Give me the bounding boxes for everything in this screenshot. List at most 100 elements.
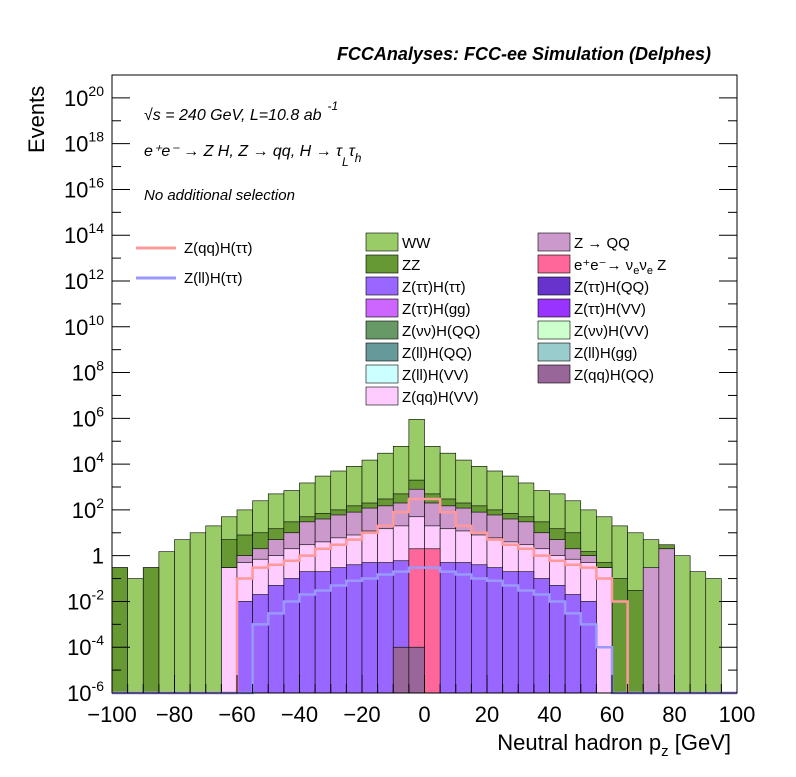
bar [705, 578, 722, 694]
legend-swatch [365, 342, 399, 362]
bar [346, 564, 363, 694]
y-tick-label: 1010 [64, 312, 104, 340]
x-tick-label: 60 [600, 702, 624, 727]
bar [689, 571, 707, 694]
legend-label: Z(ll)H(VV) [402, 367, 469, 384]
bar [424, 548, 441, 694]
bar [596, 567, 613, 694]
x-tick-label: −80 [156, 702, 193, 727]
legend-swatch [365, 386, 399, 406]
bar [392, 646, 410, 694]
y-tick-label: 10-2 [67, 586, 104, 614]
legend-swatch [537, 254, 571, 274]
bar [236, 601, 253, 694]
legend-label: Z(ττ)H(QQ) [574, 279, 649, 296]
legend-label: Z → QQ [574, 235, 630, 252]
x-tick-label: 100 [719, 702, 756, 727]
y-tick-label: 104 [72, 449, 104, 477]
legend-label: ZZ [402, 257, 420, 274]
bar [564, 594, 582, 694]
bar [205, 525, 222, 694]
legend-label: Z(qq)H(QQ) [574, 367, 654, 384]
legend-swatch [365, 232, 399, 252]
process-annotation: e⁺e⁻ → Z H, Z → qq, H → τLτh [144, 143, 362, 169]
bar [580, 601, 597, 694]
y-tick-label: 1018 [64, 129, 104, 157]
y-tick-label: 1016 [64, 174, 104, 202]
bar [221, 567, 238, 694]
y-tick-label: 108 [72, 358, 104, 386]
y-tick-label: 1 [92, 544, 104, 569]
selection-annotation: No additional selection [144, 187, 295, 204]
x-tick-label: −100 [87, 702, 137, 727]
x-tick-label: 80 [662, 702, 686, 727]
bar [439, 562, 457, 694]
bar [611, 578, 628, 694]
legend-label: Z(ττ)H(VV) [574, 301, 646, 318]
legend-label: Z(ll)H(gg) [574, 345, 637, 362]
bar [471, 564, 488, 694]
bar [158, 551, 175, 694]
bar [299, 571, 316, 694]
bar [142, 567, 160, 694]
x-axis-label: Neutral hadron pz [GeV] [497, 730, 731, 760]
bar [174, 539, 191, 694]
legend-swatch [537, 298, 571, 318]
y-tick-label: 102 [72, 495, 104, 523]
bar [283, 578, 300, 694]
bar [408, 646, 425, 694]
legend-label: Z(ττ)H(ττ) [402, 279, 466, 296]
x-tick-label: −40 [281, 702, 318, 727]
y-tick-label: 1012 [64, 266, 104, 294]
y-tick-label: 1020 [64, 83, 104, 111]
legend-label: Z(qq)H(VV) [402, 389, 479, 406]
stacked-histogram [111, 419, 722, 694]
legend-label: Z(ττ)H(gg) [402, 301, 471, 318]
legend-swatch [537, 320, 571, 340]
series-6 [392, 646, 425, 694]
bar [361, 562, 378, 694]
bar [377, 562, 394, 694]
x-tick-label: 0 [418, 702, 430, 727]
y-axis-ticks: 1020 1018 1016 1014 1012 1010 108 106 104 102 1 10-… [64, 74, 737, 706]
legend-label: Z(ll)H(QQ) [402, 345, 472, 362]
legend-swatch [365, 364, 399, 384]
energy-lumi-annotation: √s = 240 GeV, L=10.8 ab-1 [144, 99, 338, 124]
legend-swatch [365, 254, 399, 274]
legend-label: Z(qq)H(ττ) [184, 240, 253, 257]
x-tick-label: −20 [343, 702, 380, 727]
legend-label: e⁺e⁻→ νeνe Z [574, 257, 666, 277]
y-axis-label: Events [24, 86, 49, 153]
bar [502, 571, 519, 694]
x-tick-label: −60 [218, 702, 255, 727]
legend-swatch [537, 342, 571, 362]
legend-swatch [537, 276, 571, 296]
x-tick-label: 20 [475, 702, 499, 727]
chart-title: FCCAnalyses: FCC-ee Simulation (Delphes) [337, 44, 711, 64]
y-tick-label: 10-4 [67, 632, 104, 660]
y-tick-label: 1014 [64, 220, 104, 248]
legend-label: Z(νν)H(VV) [574, 323, 649, 340]
signal-line-histograms [112, 497, 737, 695]
bar [674, 555, 691, 694]
bar [627, 590, 644, 694]
legend-swatch [365, 320, 399, 340]
x-tick-label: 40 [537, 702, 561, 727]
bar [658, 548, 675, 694]
bar [111, 567, 128, 694]
legend-swatch [537, 232, 571, 252]
legend-label: Z(νν)H(QQ) [402, 323, 480, 340]
line-series-1 [112, 566, 737, 695]
x-axis-ticks: −100 −80 −60 −40 −20 0 20 40 60 80 100 [87, 675, 755, 727]
bar [189, 532, 207, 694]
y-tick-label: 106 [72, 403, 104, 431]
bar [127, 578, 144, 694]
bar [455, 562, 472, 694]
bar [486, 567, 503, 694]
bar [267, 585, 285, 694]
bar [642, 567, 660, 694]
bar [252, 594, 269, 694]
legend-label: Z(ll)H(ττ) [184, 270, 243, 287]
